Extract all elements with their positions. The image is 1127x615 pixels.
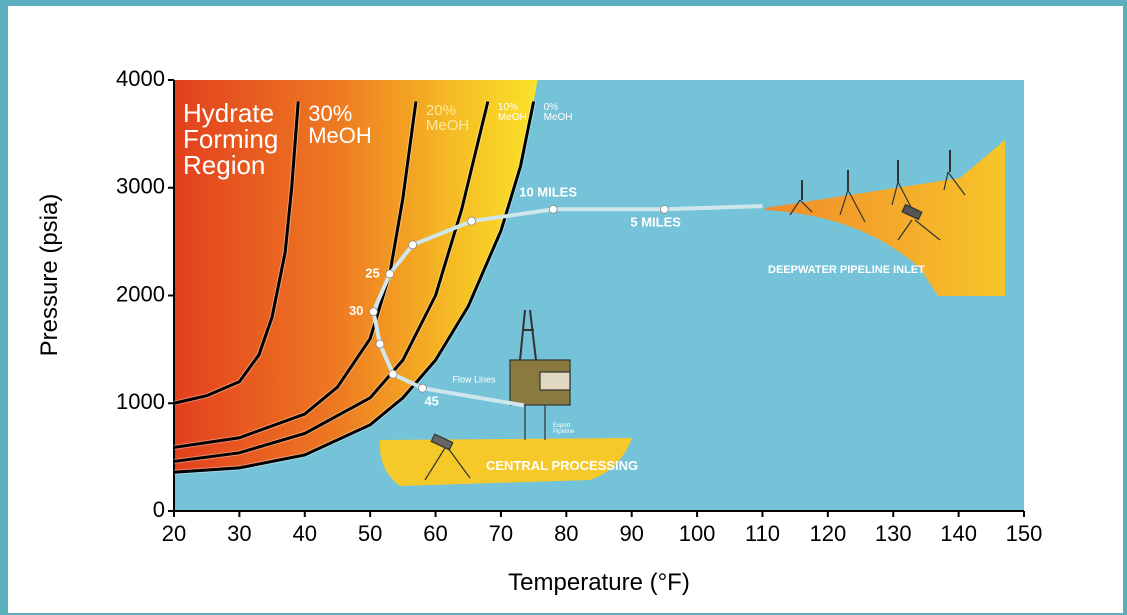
x-tick-label: 60	[423, 521, 447, 546]
x-tick-label: 110	[745, 521, 780, 546]
pipeline-label: 25	[365, 265, 379, 280]
x-tick-label: 70	[489, 521, 513, 546]
curve-label: 30% MeOH	[308, 103, 368, 147]
pipeline-label: 10 MILES	[519, 185, 577, 200]
curve-label: 0% MeOH	[544, 103, 578, 123]
y-tick-label: 4000	[116, 66, 165, 91]
pipeline-point	[418, 384, 426, 392]
flow-lines-label: Flow Lines	[452, 375, 496, 385]
pipeline-label: 5 MILES	[630, 215, 681, 230]
x-axis-label: Temperature (°F)	[508, 571, 690, 595]
y-tick-label: 2000	[116, 281, 165, 306]
y-tick-label: 3000	[116, 174, 165, 199]
x-tick-label: 50	[358, 521, 382, 546]
x-tick-label: 20	[162, 521, 186, 546]
x-tick-label: 100	[679, 521, 716, 546]
export-label: Export Pipeline	[553, 423, 583, 435]
pipeline-point	[409, 241, 417, 249]
pipeline-point	[369, 308, 377, 316]
y-tick-label: 1000	[116, 389, 165, 414]
pipeline-point	[376, 340, 384, 348]
x-tick-label: 30	[227, 521, 251, 546]
pipeline-point	[549, 205, 557, 213]
curve-label: 20% MeOH	[426, 103, 476, 133]
x-tick-label: 40	[293, 521, 317, 546]
x-tick-label: 90	[619, 521, 643, 546]
x-tick-label: 140	[940, 521, 977, 546]
pipeline-label: 45	[424, 394, 438, 409]
pipeline-point	[389, 370, 397, 378]
x-tick-label: 130	[875, 521, 912, 546]
y-tick-label: 0	[153, 497, 165, 522]
x-tick-label: 80	[554, 521, 578, 546]
pipeline-point	[386, 270, 394, 278]
deepwater-label: DEEPWATER PIPELINE INLET	[768, 265, 925, 276]
pipeline-point	[660, 205, 668, 213]
chart-svg: 0 1000 2000 3000 4000 20 30 40 50 60 70 80 90 100 110 1…	[0, 0, 1127, 615]
chart: 0 1000 2000 3000 4000 20 30 40 50 60 70 80 90 100 110 1…	[0, 0, 1127, 615]
curve-label: 10% MeOH	[498, 103, 532, 123]
central-label: CENTRAL PROCESSING	[486, 459, 638, 472]
y-axis-label: Pressure (psia)	[38, 194, 62, 357]
region-label: Hydrate Forming Region	[183, 100, 303, 178]
x-tick-label: 150	[1006, 521, 1043, 546]
pipeline-label: 30	[349, 303, 363, 318]
x-tick-label: 120	[809, 521, 846, 546]
pipeline-point	[468, 217, 476, 225]
